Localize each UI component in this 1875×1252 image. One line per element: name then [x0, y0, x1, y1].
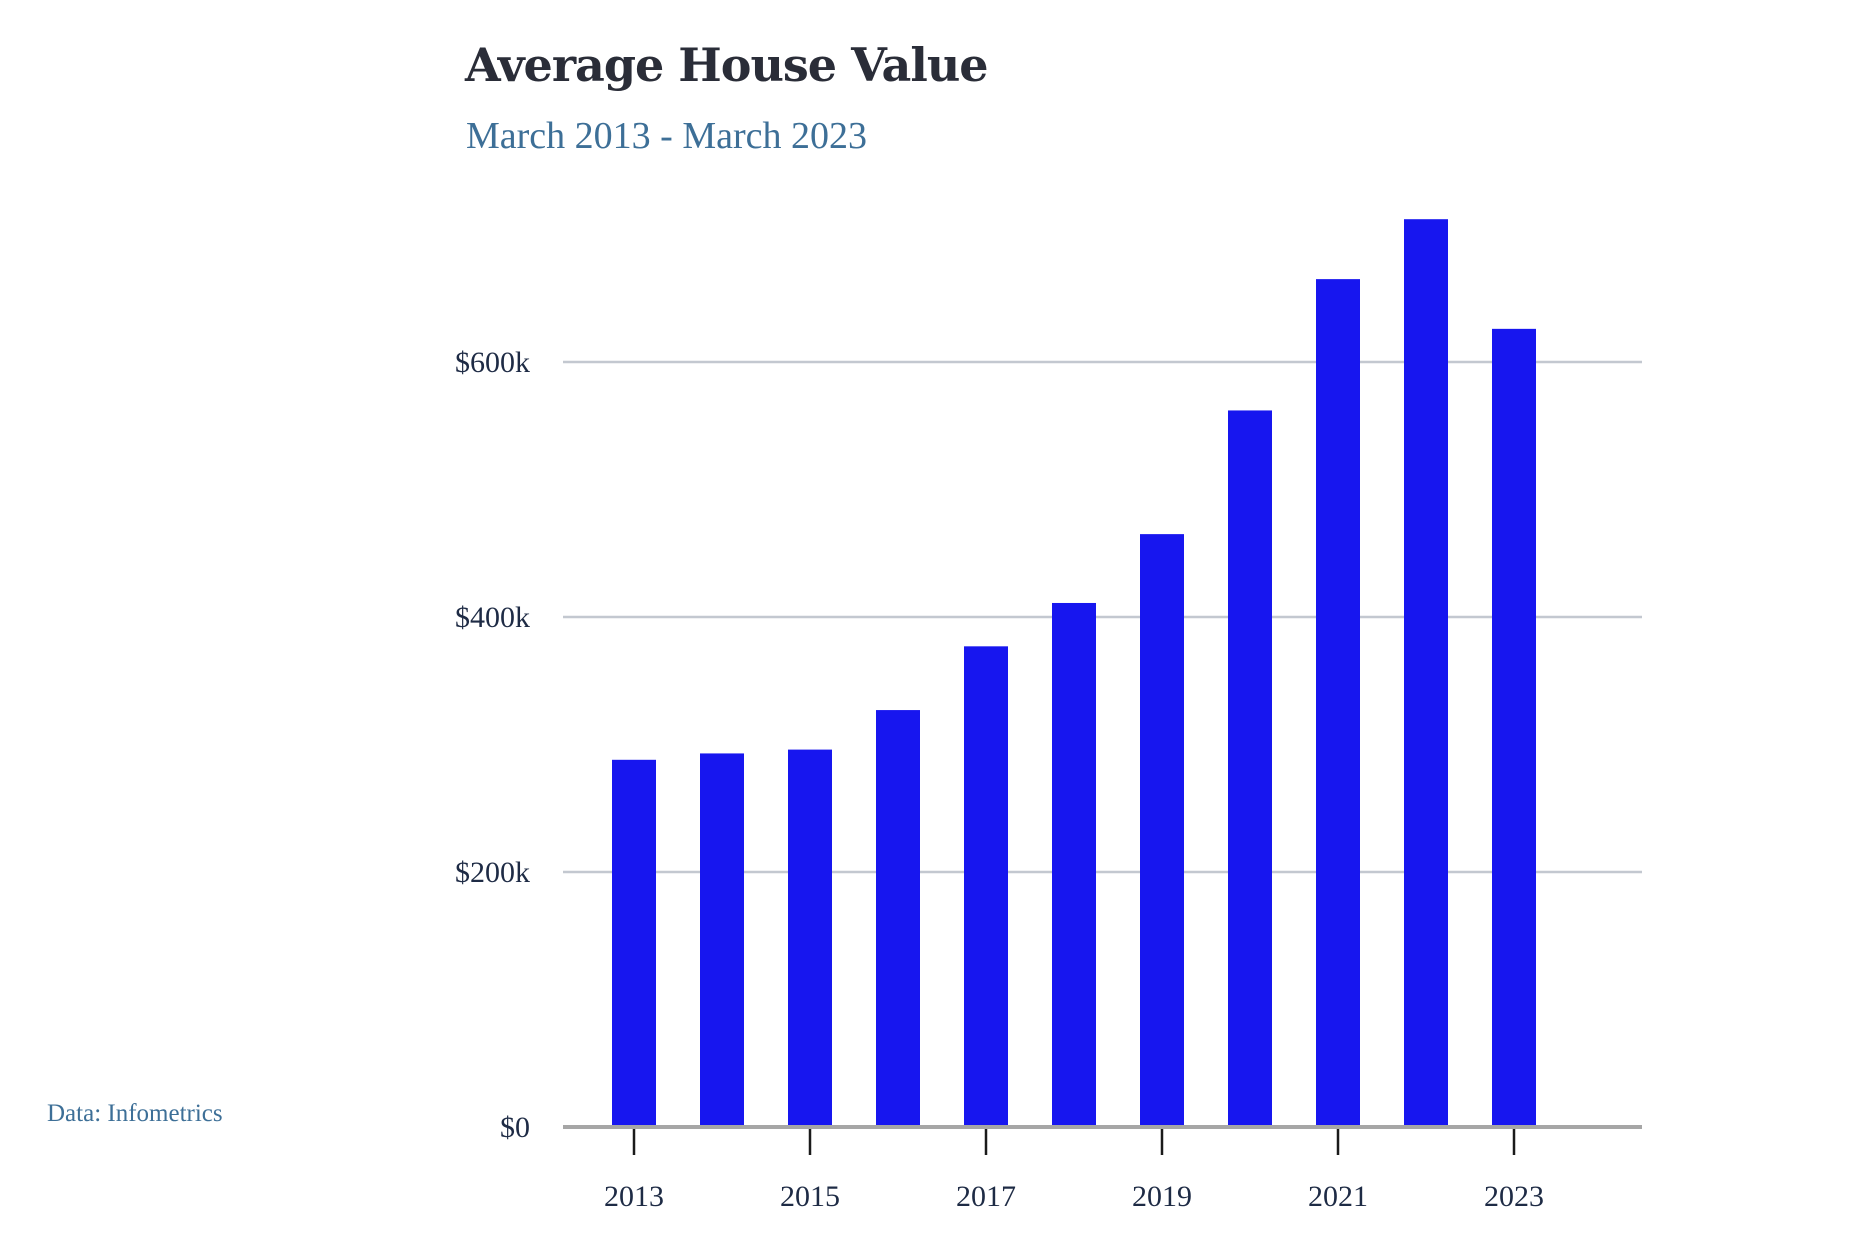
chart-subtitle: March 2013 - March 2023 — [466, 115, 868, 157]
bar-2019 — [1140, 534, 1184, 1127]
bar-2013 — [612, 759, 656, 1127]
x-tick-label: 2013 — [604, 1180, 664, 1213]
chart-title: Average House Value — [465, 38, 989, 92]
y-axis-labels: $0 $200k $400k $600k — [455, 346, 530, 1144]
x-tick-label: 2023 — [1484, 1180, 1544, 1213]
bar-2014 — [700, 753, 744, 1127]
x-tick-label: 2017 — [956, 1180, 1016, 1213]
x-tick-label: 2015 — [780, 1180, 840, 1213]
bar-2021 — [1316, 279, 1360, 1127]
x-tick-label: 2019 — [1132, 1180, 1192, 1213]
bar-2017 — [964, 646, 1008, 1127]
bar-2020 — [1228, 410, 1272, 1127]
y-tick-label: $0 — [500, 1111, 530, 1144]
bar-2023 — [1492, 328, 1536, 1128]
bars — [612, 219, 1536, 1128]
bar-2016 — [876, 710, 920, 1127]
y-tick-label: $200k — [455, 856, 530, 889]
y-tick-label: $600k — [455, 346, 530, 379]
x-axis: 2013 2015 2017 2019 2021 2023 — [563, 1125, 1642, 1213]
x-tick-label: 2021 — [1308, 1180, 1368, 1213]
bar-2018 — [1052, 602, 1096, 1127]
bar-2015 — [788, 749, 832, 1127]
data-source-note: Data: Infometrics — [47, 1100, 223, 1127]
y-tick-label: $400k — [455, 601, 530, 634]
bar-2022 — [1404, 219, 1448, 1127]
